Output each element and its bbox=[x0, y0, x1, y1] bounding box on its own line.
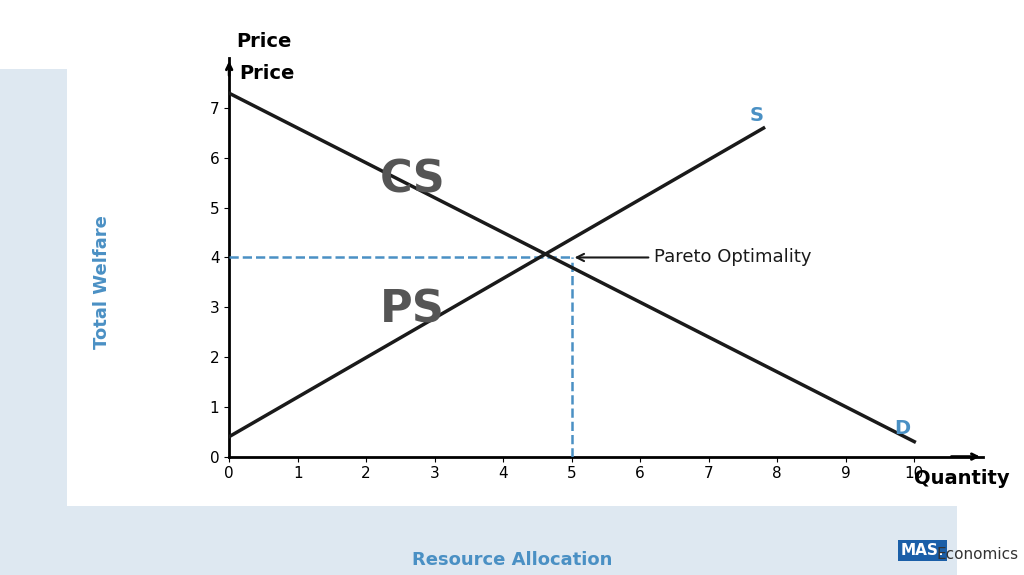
Text: Quantity: Quantity bbox=[914, 470, 1010, 489]
Text: S: S bbox=[750, 106, 764, 125]
Text: Economics: Economics bbox=[937, 547, 1019, 562]
Text: Total Welfare: Total Welfare bbox=[93, 216, 112, 349]
Text: D: D bbox=[894, 419, 910, 438]
Text: Resource Allocation: Resource Allocation bbox=[412, 551, 612, 569]
Text: Price: Price bbox=[240, 64, 295, 83]
Text: PS: PS bbox=[380, 288, 444, 331]
Text: CS: CS bbox=[380, 159, 445, 202]
Text: Pareto Optimality: Pareto Optimality bbox=[577, 248, 811, 266]
Text: MAS.: MAS. bbox=[901, 543, 944, 558]
Text: Price: Price bbox=[237, 32, 292, 51]
